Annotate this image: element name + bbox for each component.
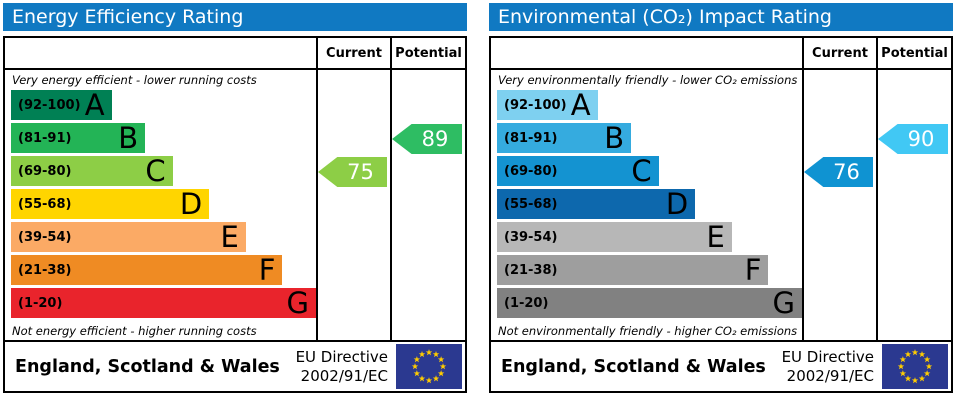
energy-column-header-potential: Potential xyxy=(390,38,465,68)
environmental-chart-body: Very environmentally friendly - lower CO… xyxy=(491,70,951,340)
energy-top-note: Very energy efficient - lower running co… xyxy=(12,73,257,87)
band-row-c: (69-80) C xyxy=(11,156,173,186)
band-range-label: (81-91) xyxy=(18,130,72,146)
band-letter: A xyxy=(570,87,591,122)
current-rating-arrow: 76 xyxy=(804,157,873,187)
potential-rating-arrow: 89 xyxy=(392,124,462,154)
panel-energy-efficiency: Energy Efficiency Rating Current Potenti… xyxy=(3,0,467,393)
band-range-label: (1-20) xyxy=(18,295,63,311)
environmental-top-note: Very environmentally friendly - lower CO… xyxy=(498,73,798,87)
eu-directive-line2: 2002/91/EC xyxy=(300,366,388,385)
band-row-c: (69-80) C xyxy=(497,156,659,186)
environmental-band-list: (92-100) A (81-91) B (69-80) C (55-68) D (39-54)… xyxy=(491,90,802,318)
environmental-column-header-potential: Potential xyxy=(876,38,951,68)
energy-header-spacer xyxy=(5,38,316,68)
band-range-label: (39-54) xyxy=(18,229,72,245)
band-range-label: (39-54) xyxy=(504,229,558,245)
band-letter: F xyxy=(744,252,762,287)
band-row-d: (55-68) D xyxy=(497,186,696,221)
energy-band-list: (92-100) A (81-91) B (69-80) C (55-68) D (39-54)… xyxy=(5,90,316,318)
band-letter: F xyxy=(258,252,276,287)
band-letter: E xyxy=(706,219,725,254)
band-row-f: (21-38) F xyxy=(11,252,283,287)
environmental-chart-box: Current Potential Very environmentally f… xyxy=(489,36,953,393)
band-row-d: (55-68) D xyxy=(11,186,210,221)
band-range-label: (55-68) xyxy=(18,196,72,212)
band-letter: A xyxy=(84,87,105,122)
eu-directive-line2: 2002/91/EC xyxy=(786,366,874,385)
eu-directive-line1: EU Directive xyxy=(781,347,874,366)
energy-column-header-current: Current xyxy=(316,38,390,68)
environmental-panel-title: Environmental (CO₂) Impact Rating xyxy=(489,3,953,31)
band-range-label: (92-100) xyxy=(18,97,81,113)
band-letter: C xyxy=(631,153,652,188)
environmental-bottom-note: Not environmentally friendly - higher CO… xyxy=(498,324,798,338)
band-letter: G xyxy=(286,285,309,320)
potential-rating-arrow: 90 xyxy=(878,124,948,154)
eu-directive-label: EU Directive 2002/91/EC xyxy=(782,348,874,386)
current-rating-arrow: 75 xyxy=(318,157,387,187)
energy-current-column: 75 xyxy=(316,70,390,340)
potential-rating-value: 90 xyxy=(907,127,935,151)
band-letter: G xyxy=(772,285,795,320)
band-letter: C xyxy=(145,153,166,188)
band-range-label: (92-100) xyxy=(504,97,567,113)
energy-chart-body: Very energy efficient - lower running co… xyxy=(5,70,465,340)
environmental-column-header-current: Current xyxy=(802,38,876,68)
band-row-e: (39-54) E xyxy=(497,222,732,252)
panel-environmental-impact: Environmental (CO₂) Impact Rating Curren… xyxy=(489,0,953,393)
energy-bands-area: Very energy efficient - lower running co… xyxy=(5,70,316,340)
band-range-label: (81-91) xyxy=(504,130,558,146)
band-letter: B xyxy=(604,120,625,155)
energy-chart-box: Current Potential Very energy efficient … xyxy=(3,36,467,393)
band-row-b: (81-91) B xyxy=(11,120,146,155)
band-row-a: (92-100) A xyxy=(497,90,598,120)
band-letter: D xyxy=(665,186,689,221)
energy-footer: England, Scotland & Wales EU Directive 2… xyxy=(5,340,465,391)
eu-flag-icon xyxy=(396,344,462,389)
energy-potential-column: 89 xyxy=(390,70,465,340)
band-range-label: (1-20) xyxy=(504,295,549,311)
environmental-bands-area: Very environmentally friendly - lower CO… xyxy=(491,70,802,340)
band-range-label: (69-80) xyxy=(18,163,72,179)
environmental-current-column: 76 xyxy=(802,70,876,340)
band-row-e: (39-54) E xyxy=(11,222,246,252)
energy-bottom-note: Not energy efficient - higher running co… xyxy=(12,324,257,338)
band-range-label: (21-38) xyxy=(504,262,558,278)
environmental-header-spacer xyxy=(491,38,802,68)
region-label: England, Scotland & Wales xyxy=(15,356,280,377)
band-row-g: (1-20) G xyxy=(497,288,802,318)
eu-directive-line1: EU Directive xyxy=(295,347,388,366)
band-letter: B xyxy=(118,120,139,155)
band-row-f: (21-38) F xyxy=(497,252,769,287)
band-range-label: (55-68) xyxy=(504,196,558,212)
epc-rating-charts: Energy Efficiency Rating Current Potenti… xyxy=(3,0,953,393)
environmental-potential-column: 90 xyxy=(876,70,951,340)
band-row-b: (81-91) B xyxy=(497,120,632,155)
potential-rating-value: 89 xyxy=(421,127,449,151)
eu-flag-icon xyxy=(882,344,948,389)
current-rating-value: 75 xyxy=(347,160,374,184)
current-rating-value: 76 xyxy=(833,160,860,184)
energy-panel-title: Energy Efficiency Rating xyxy=(3,3,467,31)
band-row-a: (92-100) A xyxy=(11,90,112,120)
energy-column-header-row: Current Potential xyxy=(5,38,465,70)
eu-directive-label: EU Directive 2002/91/EC xyxy=(296,348,388,386)
band-row-g: (1-20) G xyxy=(11,288,316,318)
band-letter: E xyxy=(220,219,239,254)
band-range-label: (69-80) xyxy=(504,163,558,179)
environmental-column-header-row: Current Potential xyxy=(491,38,951,70)
region-label: England, Scotland & Wales xyxy=(501,356,766,377)
environmental-footer: England, Scotland & Wales EU Directive 2… xyxy=(491,340,951,391)
band-range-label: (21-38) xyxy=(18,262,72,278)
band-letter: D xyxy=(179,186,203,221)
